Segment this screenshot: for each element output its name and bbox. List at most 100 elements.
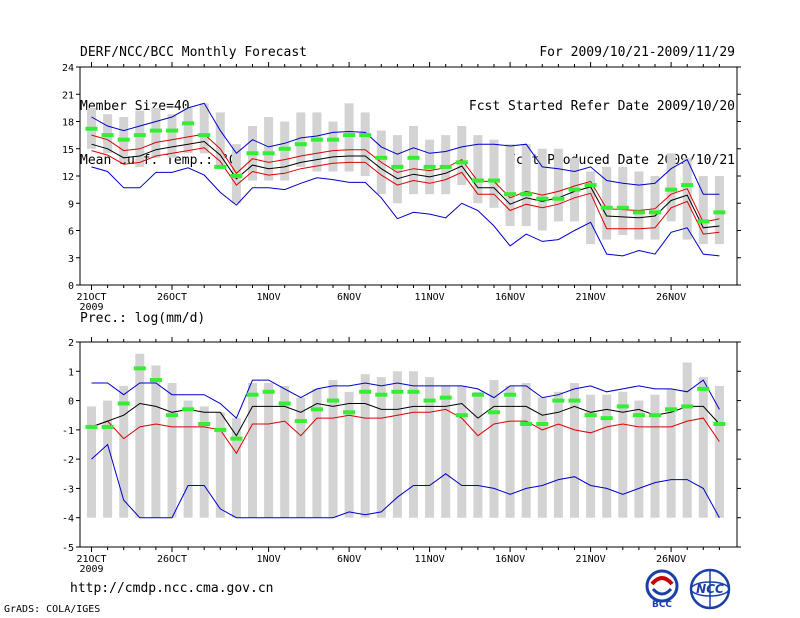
prec-range-bar xyxy=(103,400,113,518)
prec-y-tick-label: -2 xyxy=(62,455,74,466)
temp-observed-marker xyxy=(681,183,694,188)
prec-observed-marker xyxy=(294,419,307,424)
temp-y-tick-label: 24 xyxy=(62,63,74,74)
temp-observed-marker xyxy=(117,137,130,142)
temp-range-bar xyxy=(698,176,708,245)
temp-range-bar xyxy=(489,139,499,208)
temp-range-bar xyxy=(682,157,692,240)
temp-observed-marker xyxy=(632,210,645,215)
temp-line-outer-upper xyxy=(91,102,720,195)
prec-range-bar xyxy=(586,394,596,518)
bcc-logo-text: BCC xyxy=(652,600,672,610)
temp-observed-marker xyxy=(85,126,98,131)
temp-observed-marker xyxy=(471,178,484,183)
prec-range-bar xyxy=(296,397,306,518)
temp-range-bar xyxy=(280,121,290,181)
temp-y-tick-label: 3 xyxy=(68,254,74,265)
prec-observed-marker xyxy=(182,407,195,412)
temp-y-tick-label: 21 xyxy=(62,90,74,101)
prec-x-tick-label: 21OCT xyxy=(76,554,106,565)
prec-observed-marker xyxy=(166,413,178,418)
temp-range-bar xyxy=(457,126,467,186)
prec-range-bar xyxy=(714,385,724,518)
temp-observed-marker xyxy=(568,187,581,192)
prec-observed-marker xyxy=(568,398,581,403)
temp-x-tick-label: 6NOV xyxy=(337,292,361,303)
temp-x-tick-label: 26NOV xyxy=(656,292,686,303)
temp-y-tick-label: 0 xyxy=(68,281,74,292)
prec-range-bar xyxy=(183,400,193,518)
prec-observed-marker xyxy=(343,410,356,415)
temp-observed-marker xyxy=(101,133,114,138)
temp-observed-marker xyxy=(246,151,259,156)
temp-observed-marker xyxy=(343,133,356,138)
temp-range-bar xyxy=(473,135,483,204)
temp-x-tick-label: 1NOV xyxy=(257,292,281,303)
prec-range-bar xyxy=(215,412,225,518)
prec-range-bar xyxy=(441,385,451,518)
prec-x-tick-label: 6NOV xyxy=(337,554,361,565)
temp-x-tick-label: 21OCT xyxy=(76,292,106,303)
prec-observed-marker xyxy=(391,389,404,394)
temp-range-bar xyxy=(521,144,531,226)
prec-observed-marker xyxy=(697,386,710,391)
prec-x-tick-label: 16NOV xyxy=(495,554,525,565)
temp-observed-marker xyxy=(649,210,661,215)
temp-y-tick-label: 6 xyxy=(68,227,74,238)
prec-observed-marker xyxy=(359,389,372,394)
forecast-period: For 2009/10/21-2009/11/29 xyxy=(539,45,735,60)
ncc-logo: NCC xyxy=(689,568,731,610)
prec-observed-marker xyxy=(423,398,436,403)
prec-range-bar xyxy=(602,394,612,518)
temp-observed-marker xyxy=(713,210,726,215)
temp-observed-marker xyxy=(262,151,275,156)
temp-range-bar xyxy=(199,103,209,154)
temp-range-bar xyxy=(650,176,660,240)
prec-observed-marker xyxy=(117,401,130,406)
prec-range-bar xyxy=(392,371,402,518)
temp-line-outer-lower xyxy=(91,166,720,257)
temp-observed-marker xyxy=(584,183,597,188)
temp-range-bar xyxy=(135,110,145,167)
temp-range-bar xyxy=(505,144,515,226)
prec-range-bar xyxy=(489,380,499,518)
temp-observed-marker xyxy=(278,146,291,151)
prec-range-bar xyxy=(87,406,96,518)
temp-observed-marker xyxy=(600,205,613,210)
prec-range-bar xyxy=(618,391,628,518)
temp-range-bar xyxy=(264,116,274,181)
prec-range-bar xyxy=(698,377,708,518)
prec-range-bar xyxy=(135,353,145,518)
prec-line-outer-upper xyxy=(91,379,720,419)
temp-observed-marker xyxy=(665,187,678,192)
temp-range-bar xyxy=(151,107,161,158)
source-url[interactable]: http://cmdp.ncc.cma.gov.cn xyxy=(70,581,274,596)
prec-observed-marker xyxy=(262,389,275,394)
temp-observed-marker xyxy=(294,142,307,147)
ncc-logo-text: NCC xyxy=(696,582,724,596)
prec-range-bar xyxy=(264,383,274,518)
prec-observed-marker xyxy=(85,424,98,429)
prec-range-bar xyxy=(280,385,290,518)
prec-observed-marker xyxy=(327,398,339,403)
prec-x-tick-label: 26NOV xyxy=(656,554,686,565)
prec-panel-title: Prec.: log(mm/d) xyxy=(80,311,205,326)
prec-range-bar xyxy=(666,388,676,518)
temp-x-tick-label: 21NOV xyxy=(576,292,606,303)
prec-range-bar xyxy=(376,377,386,518)
prec-range-bar xyxy=(553,391,563,518)
prec-range-bar xyxy=(312,388,322,518)
temp-observed-marker xyxy=(230,174,243,178)
temp-observed-marker xyxy=(133,133,146,138)
prec-range-bar xyxy=(425,377,435,518)
prec-observed-marker xyxy=(198,422,211,426)
temp-range-bar xyxy=(167,114,177,158)
temp-range-bar xyxy=(360,112,370,176)
prec-observed-marker xyxy=(536,422,549,426)
prec-range-bar xyxy=(505,385,515,518)
temp-y-tick-label: 15 xyxy=(62,145,74,156)
prec-observed-marker xyxy=(133,366,146,371)
temp-x-tick-label: 26OCT xyxy=(157,292,187,303)
prec-range-bar xyxy=(521,383,531,518)
